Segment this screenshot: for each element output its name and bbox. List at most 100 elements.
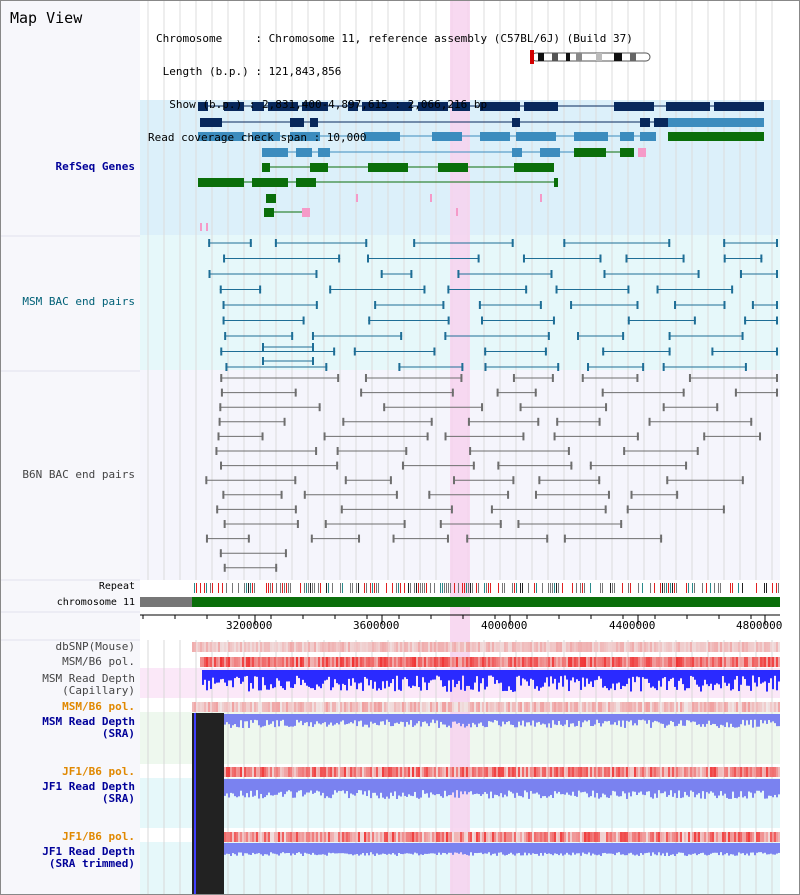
read-depth-bar [656,714,658,722]
read-depth-bar [550,779,552,795]
polymorphism-cell [668,642,670,652]
gene-exon [262,148,288,157]
polymorphism-cell [210,657,212,667]
read-depth-bar [354,843,356,855]
repeat-mark [400,583,401,593]
polymorphism-cell [442,657,444,667]
polymorphism-cell [564,642,566,652]
polymorphism-cell [216,642,218,652]
read-depth-bar [702,670,704,686]
polymorphism-cell [576,657,578,667]
track-label-msm-bac: MSM BAC end pairs [22,295,135,308]
polymorphism-cell [484,702,486,712]
read-depth-bar [584,779,586,792]
polymorphism-cell [338,657,340,667]
read-depth-bar [680,670,682,679]
polymorphism-cell [524,642,526,652]
polymorphism-cell [538,767,540,777]
read-depth-bar [358,714,360,722]
read-depth-bar [474,843,476,853]
read-depth-bar [494,670,496,684]
read-depth-bar [360,714,362,721]
read-depth-bar [428,843,430,854]
read-depth-bar [260,714,262,728]
polymorphism-cell [546,832,548,842]
polymorphism-cell [664,642,666,652]
repeat-mark [430,583,431,593]
read-depth-bar [348,670,350,679]
polymorphism-cell [760,832,762,842]
read-depth-bar [414,714,416,726]
polymorphism-cell [366,642,368,652]
read-depth-bar [442,714,444,725]
bac-end [519,403,522,412]
polymorphism-cell [680,642,682,652]
read-depth-bar [334,670,336,680]
read-depth-bar [438,670,440,677]
polymorphism-cell [312,642,314,652]
read-depth-bar [734,714,736,728]
polymorphism-cell [432,642,434,652]
polymorphism-cell [666,767,668,777]
read-depth-bar [604,779,606,795]
polymorphism-cell [266,767,268,777]
repeat-mark [580,583,581,593]
polymorphism-cell [456,702,458,712]
polymorphism-cell [414,832,416,842]
bac-end [223,520,226,528]
polymorphism-cell [412,767,414,777]
repeat-mark [478,583,479,593]
bac-end [225,363,228,371]
polymorphism-cell [458,767,460,777]
repeat-mark [720,583,721,593]
polymorphism-cell [382,767,384,777]
bac-end [598,476,601,485]
polymorphism-cell [584,767,586,777]
ideogram-band [596,53,602,61]
polymorphism-cell [480,642,482,652]
read-depth-bar [512,670,514,692]
polymorphism-cell [340,642,342,652]
read-depth-bar [304,670,306,683]
polymorphism-cell [446,657,448,667]
polymorphism-cell [644,702,646,712]
polymorphism-cell [450,832,452,842]
read-depth-bar [718,779,720,796]
read-depth-bar [306,779,308,793]
bac-end [490,505,493,514]
read-depth-bar [512,714,514,725]
polymorphism-cell [238,702,240,712]
polymorphism-cell [616,767,618,777]
read-depth-bar [382,670,384,682]
polymorphism-cell [492,832,494,842]
read-depth-bar [318,714,320,724]
read-depth-bar [386,714,388,720]
read-depth-bar [246,670,248,676]
read-depth-bar [524,843,526,853]
polymorphism-cell [706,832,708,842]
polymorphism-cell [316,702,318,712]
polymorphism-cell [374,657,376,667]
repeat-mark [404,583,405,593]
repeat-mark [642,583,643,593]
polymorphism-cell [482,767,484,777]
polymorphism-cell [246,642,248,652]
polymorphism-cell [328,767,330,777]
polymorphism-cell [726,642,728,652]
polymorphism-cell [616,642,618,652]
read-depth-bar [288,843,290,854]
polymorphism-cell [228,657,230,667]
bac-end [450,505,453,514]
repeat-mark [252,583,253,593]
polymorphism-cell [696,832,698,842]
polymorphism-cell [588,702,590,712]
read-depth-bar [246,714,248,722]
polymorphism-cell [360,657,362,667]
read-depth-bar [216,670,218,683]
polymorphism-cell [656,702,658,712]
read-depth-bar [466,843,468,855]
read-depth-bar [738,714,740,727]
repeat-mark [576,583,577,593]
polymorphism-cell [658,767,660,777]
